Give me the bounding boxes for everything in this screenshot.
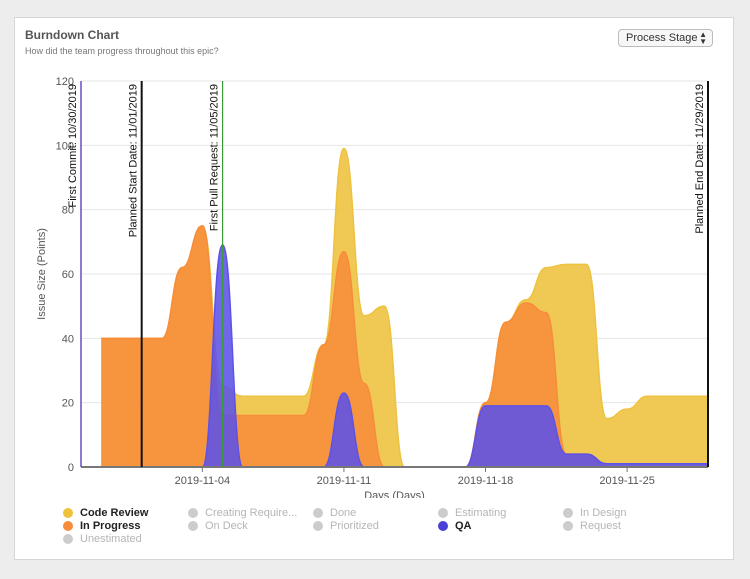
y-tick-label: 80 — [62, 205, 74, 217]
x-tick-label: 2019-11-18 — [458, 475, 513, 487]
marker-label: First Pull Request: 11/05/2019 — [209, 84, 221, 231]
legend-label: Code Review — [80, 507, 149, 519]
legend-dot-icon — [63, 534, 73, 544]
chart-title: Burndown Chart — [25, 28, 119, 42]
legend-label: QA — [455, 520, 472, 532]
y-tick-label: 100 — [56, 140, 74, 152]
legend-label: Creating Require... — [205, 507, 298, 519]
legend-label: In Design — [580, 507, 627, 519]
legend-dot-icon — [188, 521, 198, 531]
select-arrows-icon: ▲ ▼ — [699, 30, 707, 46]
x-tick-label: 2019-11-11 — [317, 475, 372, 487]
marker-label: Planned End Date: 11/29/2019 — [694, 84, 706, 234]
x-tick-label: 2019-11-25 — [599, 475, 654, 487]
legend-dot-icon — [563, 521, 573, 531]
legend-label: Estimating — [455, 507, 507, 519]
legend-label: Unestimated — [80, 533, 142, 545]
series-area-in-progress — [101, 225, 708, 467]
burndown-card: Burndown Chart How did the team progress… — [14, 17, 734, 560]
legend-dot-icon — [438, 508, 448, 518]
x-tick-label: 2019-11-04 — [175, 475, 230, 487]
legend-label: In Progress — [80, 520, 141, 532]
legend-dot-icon — [438, 521, 448, 531]
y-tick-label: 40 — [62, 333, 74, 345]
legend-dot-icon — [313, 508, 323, 518]
burndown-chart: 0 20 40 60 80 100 120 2019-11-04 2019-11-11 2019-… — [36, 76, 709, 498]
chart-subtitle: How did the team progress throughout thi… — [25, 46, 219, 56]
select-value: Process Stage — [626, 32, 698, 44]
x-axis-label: Days (Days) — [364, 490, 425, 498]
y-tick-label: 60 — [62, 269, 74, 281]
legend-label: Request — [580, 520, 621, 532]
legend-label: Prioritized — [330, 520, 379, 532]
legend-label: On Deck — [205, 520, 248, 532]
legend-dot-icon — [63, 508, 73, 518]
legend-dot-icon — [313, 521, 323, 531]
marker-label: First Commit: 10/30/2019 — [67, 84, 79, 208]
y-axis-label: Issue Size (Points) — [36, 228, 48, 320]
y-tick-label: 0 — [68, 462, 74, 474]
y-tick-label: 120 — [56, 76, 74, 88]
legend-label: Done — [330, 507, 357, 519]
y-tick-label: 20 — [62, 398, 74, 410]
legend-dot-icon — [563, 508, 573, 518]
marker-label: Planned Start Date: 11/01/2019 — [128, 84, 140, 237]
process-stage-select[interactable]: Process Stage ▲ ▼ — [618, 29, 713, 47]
legend-dot-icon — [188, 508, 198, 518]
legend-dot-icon — [63, 521, 73, 531]
